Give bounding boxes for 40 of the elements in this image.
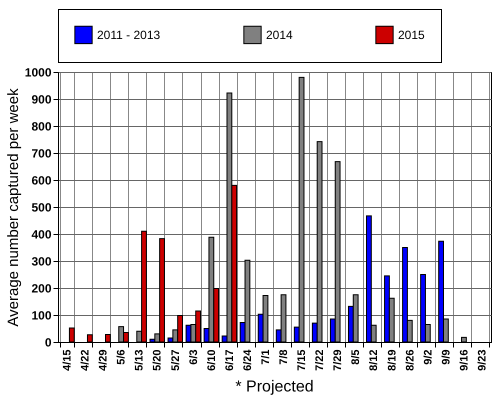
x-tick-label: 4/22 (80, 350, 92, 371)
x-tick-label: 7/8 (278, 350, 290, 365)
y-tick-label: 900 (31, 92, 52, 106)
x-tick-label: 9/9 (440, 350, 452, 365)
y-tick-label: 200 (31, 282, 52, 296)
legend-label: 2015 (398, 28, 426, 42)
x-tick-label: 9/2 (422, 350, 434, 365)
y-tick-label: 400 (31, 228, 52, 242)
x-tick-label: 5/20 (152, 350, 164, 371)
y-tick-label: 300 (31, 254, 52, 268)
text: * Projected (235, 378, 314, 396)
x-tick-label: 5/13 (134, 350, 146, 371)
x-tick-label: 9/16 (458, 350, 470, 371)
legend-label: 2014 (266, 28, 294, 42)
x-tick-label: 5/6 (116, 350, 128, 365)
y-tick-label: 100 (31, 308, 52, 322)
x-tick-label: 6/17 (224, 350, 236, 371)
x-tick-label: 6/3 (188, 350, 200, 365)
x-tick-label: 8/26 (404, 350, 416, 371)
x-tick-label: 4/29 (98, 350, 110, 371)
y-tick-label: 500 (31, 200, 52, 214)
x-tick-label: 8/12 (368, 350, 380, 371)
x-tick-label: 7/1 (260, 350, 272, 365)
x-tick-label: 7/29 (332, 350, 344, 371)
x-tick-label: 7/15 (296, 350, 308, 371)
x-tick-label: 6/10 (206, 350, 218, 371)
y-tick-label: 0 (44, 336, 52, 350)
y-tick-label: 700 (31, 146, 52, 160)
y-tick-label: 800 (31, 120, 52, 134)
x-tick-label: 5/27 (170, 350, 182, 371)
legend-label: 2011 - 2013 (97, 28, 160, 42)
y-tick-label: 600 (31, 174, 52, 188)
x-tick-label: 4/15 (62, 350, 74, 371)
x-tick-label: 8/5 (350, 350, 362, 365)
y-axis-title: Average number captured per week (4, 88, 22, 327)
x-tick-label: 9/23 (476, 350, 488, 371)
x-tick-label: 6/24 (242, 348, 254, 371)
x-tick-label: 8/19 (386, 350, 398, 371)
x-tick-label: 7/22 (314, 350, 326, 371)
y-tick-label: 1000 (24, 66, 52, 80)
